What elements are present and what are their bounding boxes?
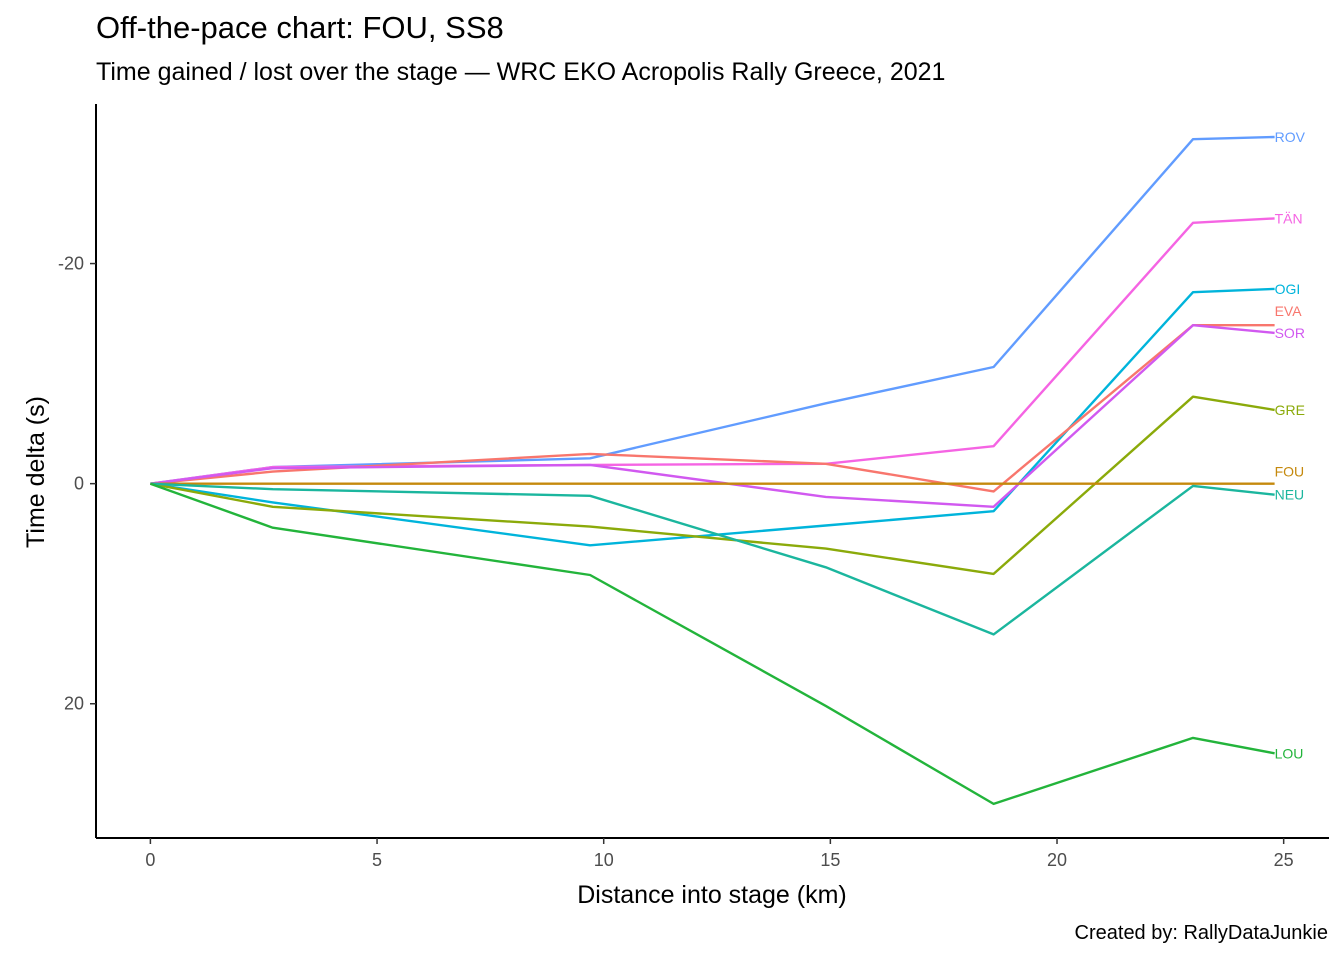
x-axis-title: Distance into stage (km)	[577, 881, 847, 909]
x-tick-label: 20	[1047, 850, 1067, 870]
y-tick-label: 0	[74, 474, 84, 494]
series-line-tän	[150, 217, 1275, 485]
series-line-neu	[150, 482, 1275, 636]
series-label-eva: EVA	[1275, 303, 1303, 319]
y-axis-title: Time delta (s)	[22, 396, 50, 548]
series-line-sor	[150, 324, 1275, 508]
x-tick-label: 25	[1274, 850, 1294, 870]
series-line-lou	[149, 482, 1275, 806]
y-tick-label: -20	[58, 254, 84, 274]
x-tick-label: 15	[820, 850, 840, 870]
series-label-sor: SOR	[1275, 325, 1305, 341]
series-line-gre	[150, 395, 1275, 576]
series-label-tän: TÄN	[1275, 210, 1303, 226]
x-tick-label: 5	[372, 850, 382, 870]
series-line-ogi	[150, 287, 1275, 547]
series-label-rov: ROV	[1275, 129, 1306, 145]
x-tick-label: 0	[145, 850, 155, 870]
chart-title: Off-the-pace chart: FOU, SS8	[96, 10, 504, 45]
series-label-neu: NEU	[1275, 487, 1305, 503]
y-tick-label: 20	[64, 694, 84, 714]
series-label-ogi: OGI	[1275, 281, 1301, 297]
series-label-gre: GRE	[1275, 402, 1305, 418]
x-tick-label: 10	[594, 850, 614, 870]
chart-subtitle: Time gained / lost over the stage — WRC …	[96, 58, 946, 86]
chart-caption: Created by: RallyDataJunkie	[1074, 922, 1328, 944]
series-line-rov	[150, 135, 1275, 485]
series-label-fou: FOU	[1275, 464, 1305, 480]
series-label-lou: LOU	[1275, 745, 1304, 761]
